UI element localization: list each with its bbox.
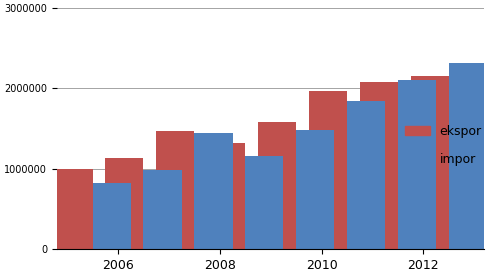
Bar — [411, 76, 449, 249]
Bar — [449, 63, 487, 249]
Bar — [347, 101, 385, 249]
Bar — [195, 133, 233, 249]
Bar — [309, 91, 347, 249]
Bar — [54, 169, 93, 249]
Bar — [398, 80, 436, 249]
Bar — [93, 183, 131, 249]
Bar — [245, 156, 283, 249]
Bar — [207, 143, 245, 249]
Bar — [144, 169, 182, 249]
Bar — [156, 131, 195, 249]
Bar — [258, 122, 296, 249]
Legend: ekspor, impor: ekspor, impor — [400, 120, 487, 171]
Bar — [360, 82, 398, 249]
Bar — [105, 158, 144, 249]
Bar — [296, 130, 334, 249]
